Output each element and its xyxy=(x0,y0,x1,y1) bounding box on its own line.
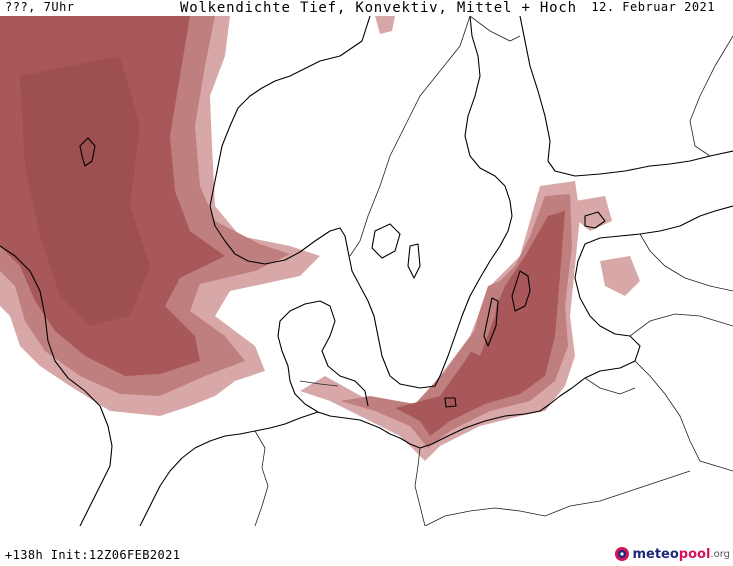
border-finland-russia xyxy=(689,35,733,157)
border-germany-poland xyxy=(414,447,426,526)
cloud-density-map xyxy=(0,16,733,526)
logo-text-pool: pool xyxy=(678,546,711,562)
coast-gotland xyxy=(511,270,531,312)
valid-date: 12. Februar 2021 xyxy=(591,0,715,14)
coastlines xyxy=(0,16,733,526)
cloud-layer-west xyxy=(0,16,320,416)
run-time-label: ???, 7Uhr xyxy=(5,0,75,14)
map-title: Wolkendichte Tief, Konvektiv, Mittel + H… xyxy=(180,0,577,16)
coast-poland-germany xyxy=(317,411,526,449)
coast-lake-vanern xyxy=(371,223,401,259)
coast-norway xyxy=(209,16,371,265)
coast-oland xyxy=(483,297,499,347)
cloud-baltic-dense xyxy=(395,211,565,436)
coast-bornholm xyxy=(444,397,457,408)
border-denmark-germany xyxy=(299,380,339,387)
logo-text-meteo: meteo xyxy=(632,546,679,562)
cloud-gotland-streak xyxy=(470,281,500,356)
forecast-info: +138h Init:12Z06FEB2021 xyxy=(5,548,181,562)
meteopool-logo-icon xyxy=(615,547,630,561)
logo-text-org: .org xyxy=(710,548,730,560)
cloud-latvia-patch xyxy=(600,256,640,296)
coast-uk-east xyxy=(0,245,113,526)
cloud-west-core xyxy=(20,56,150,326)
country-borders xyxy=(254,16,733,526)
border-poland-east xyxy=(634,360,733,472)
coast-netherlands-germany xyxy=(139,411,319,526)
border-sweden-finland xyxy=(469,16,521,42)
border-lithuania-russia xyxy=(584,377,636,395)
meteopool-logo[interactable]: meteo pool .org xyxy=(614,546,730,562)
border-norway-sweden xyxy=(349,16,471,257)
border-poland-south xyxy=(544,470,691,517)
border-germany-netherlands xyxy=(254,430,269,526)
coast-baltic-east xyxy=(524,205,733,415)
coast-shetland xyxy=(79,137,96,167)
coast-denmark xyxy=(277,300,369,413)
coast-sweden-west xyxy=(347,16,513,389)
border-germany-czech xyxy=(424,507,546,526)
coast-lake-vattern xyxy=(407,243,421,279)
cloud-norway-north xyxy=(375,16,395,34)
border-baltic-states xyxy=(629,233,733,337)
coast-estonia-islands xyxy=(584,211,606,229)
coast-finland xyxy=(519,16,733,177)
